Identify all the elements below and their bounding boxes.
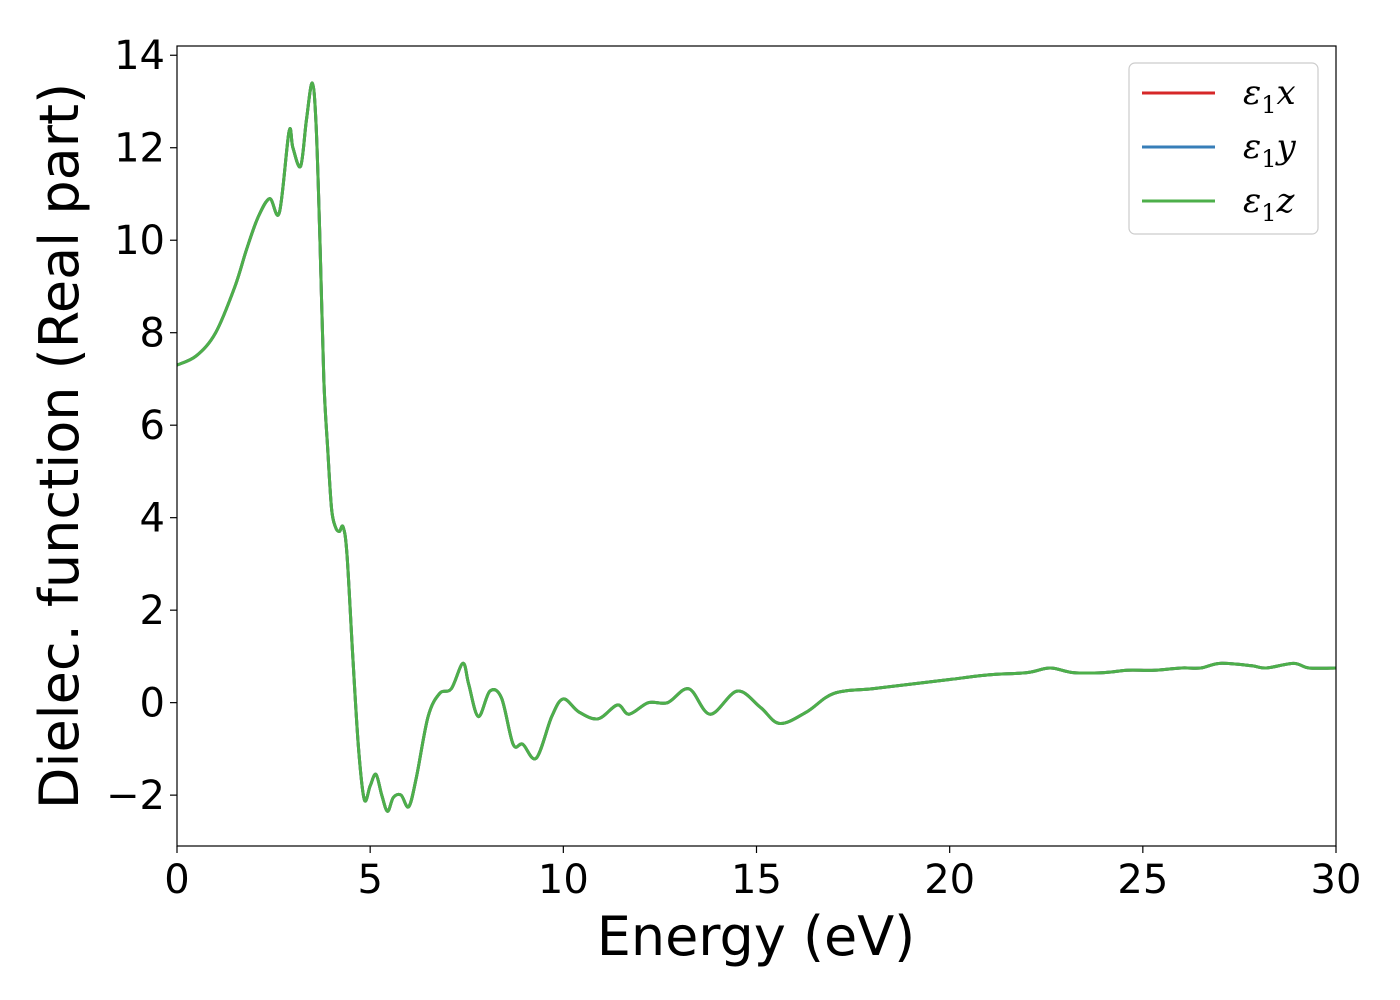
y-tick-label: −2 [106, 773, 165, 819]
x-tick-label: 15 [731, 857, 782, 903]
legend-label-y: ε1y [1243, 127, 1297, 173]
y-tick-label: 10 [114, 218, 165, 264]
legend-box [1128, 62, 1319, 235]
x-tick-label: 30 [1311, 857, 1362, 903]
x-tick-label: 5 [357, 857, 382, 903]
series-line-z [177, 81, 1336, 813]
x-tick-label: 25 [1117, 857, 1168, 903]
legend: ε1x ε1y ε1z [1128, 62, 1319, 235]
y-tick-label: 14 [114, 33, 165, 79]
x-tick-label: 10 [538, 857, 589, 903]
y-tick-label: 12 [114, 126, 165, 172]
y-tick-label: 2 [140, 588, 165, 634]
y-axis-label: Dielec. function (Real part) [28, 83, 91, 809]
y-tick-label: 8 [140, 311, 165, 357]
x-tick-label: 0 [164, 857, 189, 903]
y-tick-label: 4 [140, 496, 165, 542]
x-tick-label: 20 [924, 857, 975, 903]
x-axis-label: Energy (eV) [597, 905, 916, 968]
y-axis-ticks: −2 0 2 4 6 8 10 12 14 [106, 33, 177, 819]
y-tick-label: 0 [140, 681, 165, 727]
legend-label-z: ε1z [1243, 181, 1296, 227]
x-axis-ticks: 0 5 10 15 20 25 30 [164, 846, 1361, 903]
series-layer [177, 81, 1336, 813]
y-tick-label: 6 [140, 403, 165, 449]
legend-label-x: ε1x [1243, 73, 1296, 119]
